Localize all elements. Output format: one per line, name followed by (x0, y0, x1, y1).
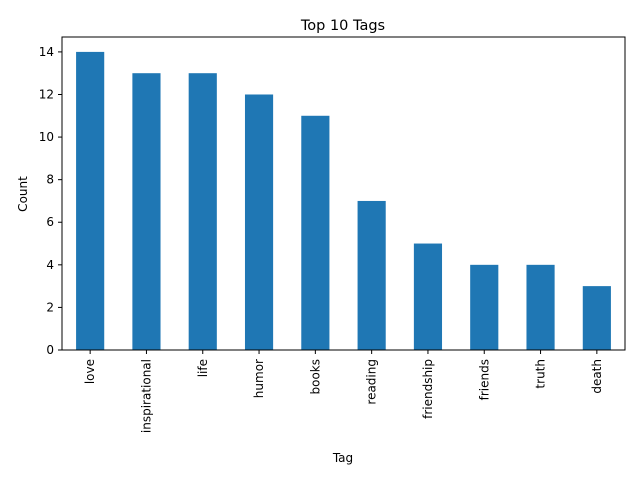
bar-reading (357, 200, 386, 350)
axes-layer: 0 2 4 6 8 10 12 14 love inspirational life humor boo… (39, 36, 626, 433)
x-tick-label-books: books (308, 359, 322, 395)
bar-truth (526, 264, 555, 350)
bars-layer (76, 51, 611, 351)
y-tick-label: 10 (39, 130, 54, 144)
y-tick-label: 14 (39, 45, 54, 59)
y-axis-label: Count (16, 176, 30, 212)
bar-life (188, 73, 217, 350)
y-tick-label: 2 (46, 300, 54, 314)
y-tick-label: 4 (46, 258, 54, 272)
y-tick-label: 8 (46, 173, 54, 187)
x-tick-label-reading: reading (365, 359, 379, 405)
x-tick-label-life: life (196, 359, 210, 377)
x-tick-label-death: death (590, 359, 604, 394)
y-tick-label: 6 (46, 215, 54, 229)
x-tick-label-love: love (83, 359, 97, 384)
x-axis-label: Tag (332, 451, 353, 465)
x-tick-label-friendship: friendship (421, 359, 435, 419)
bar-love (76, 51, 105, 351)
bar-friends (470, 264, 499, 350)
x-tick-label-friends: friends (477, 359, 491, 400)
x-tick-label-truth: truth (534, 359, 548, 389)
bar-books (301, 115, 330, 350)
bar-inspirational (132, 73, 161, 350)
bar-friendship (413, 243, 443, 350)
y-tick-label: 0 (46, 343, 54, 357)
bar-humor (244, 94, 274, 351)
plot-frame (61, 36, 626, 351)
x-tick-label-inspirational: inspirational (139, 359, 153, 433)
bar-death (582, 286, 611, 350)
x-tick-label-humor: humor (252, 359, 266, 398)
y-tick-label: 12 (39, 87, 54, 101)
chart-title: Top 10 Tags (300, 18, 385, 34)
